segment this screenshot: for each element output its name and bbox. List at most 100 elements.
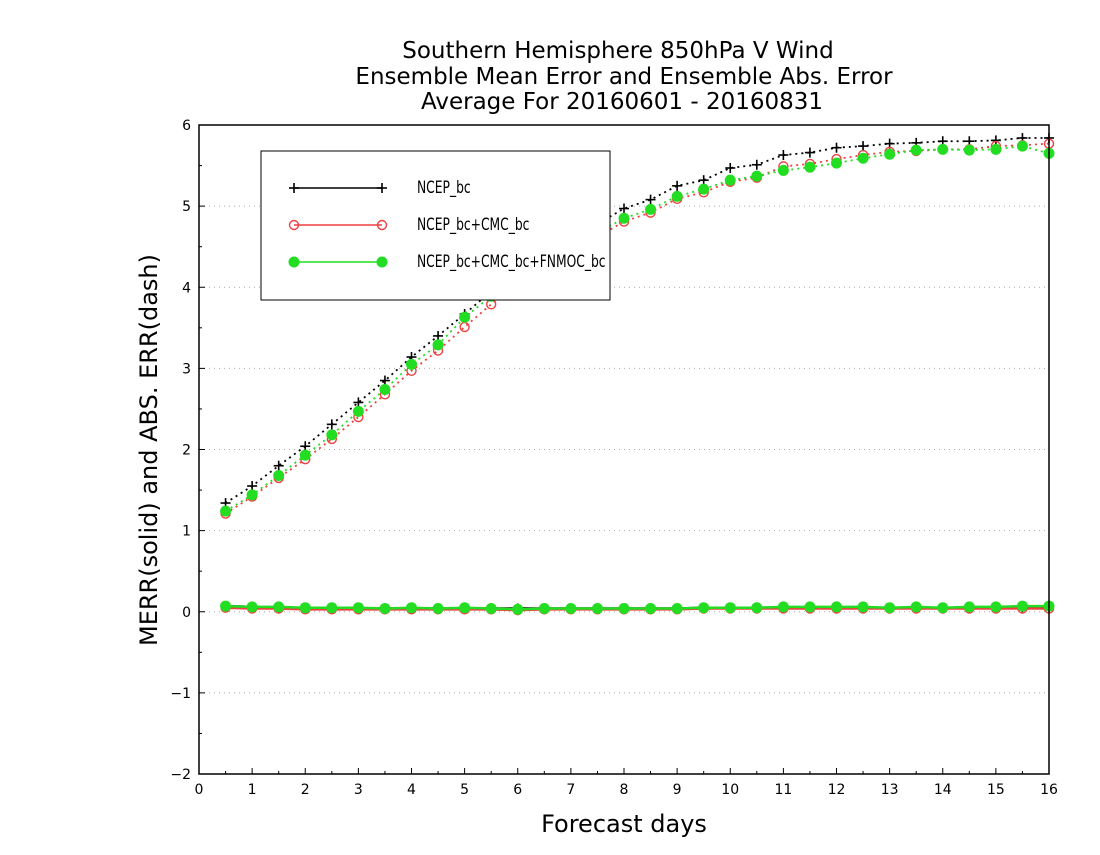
- data-point: [671, 603, 683, 615]
- data-point: [289, 183, 299, 193]
- data-point: [990, 143, 1002, 155]
- data-point: [247, 481, 258, 492]
- data-point: [777, 164, 789, 176]
- data-point: [778, 150, 789, 161]
- data-point: [377, 183, 387, 193]
- legend-label: NCEP_bc: [417, 177, 471, 199]
- data-point: [379, 383, 391, 395]
- data-point: [591, 603, 603, 615]
- y-tick-label: 1: [182, 524, 191, 540]
- x-tick-label: 5: [460, 782, 469, 798]
- x-tick-label: 15: [987, 782, 1005, 798]
- x-tick-label: 4: [407, 782, 416, 798]
- data-point: [884, 148, 896, 160]
- data-point: [220, 600, 232, 612]
- data-point: [433, 330, 444, 341]
- y-tick-label: 6: [182, 118, 191, 134]
- title-line-2: Ensemble Mean Error and Ensemble Abs. Er…: [355, 64, 893, 90]
- data-point: [857, 601, 869, 613]
- data-point: [459, 311, 471, 323]
- data-point: [698, 183, 710, 195]
- x-tick-label: 7: [566, 782, 575, 798]
- data-point: [379, 603, 391, 615]
- data-point: [220, 505, 232, 517]
- data-point: [645, 603, 657, 615]
- x-tick-label: 6: [513, 782, 522, 798]
- y-tick-label: 3: [182, 361, 191, 377]
- x-axis-label: Forecast days: [541, 810, 707, 838]
- abs-error-line: [225, 137, 1049, 504]
- data-point: [698, 175, 709, 186]
- data-point: [1016, 140, 1028, 152]
- data-point: [379, 375, 390, 386]
- data-point: [671, 190, 683, 202]
- data-point: [352, 602, 364, 614]
- x-tick-label: 1: [248, 782, 257, 798]
- data-point: [565, 603, 577, 615]
- data-point: [326, 429, 338, 441]
- data-point: [884, 602, 896, 614]
- data-point: [990, 135, 1001, 146]
- title-line-1: Southern Hemisphere 850hPa V Wind: [402, 38, 833, 64]
- x-tick-label: 16: [1040, 782, 1058, 798]
- y-tick-label: 5: [182, 199, 191, 215]
- data-point: [432, 339, 444, 351]
- data-point: [831, 157, 842, 169]
- data-point: [618, 212, 630, 224]
- data-point: [858, 141, 869, 152]
- legend-item: NCEP_bc+CMC_bc: [288, 214, 529, 236]
- data-point: [698, 602, 710, 614]
- data-point: [963, 144, 975, 156]
- legend-items: NCEP_bc NCEP_bc+CMC_bc NCEP_bc+CMC_bc+FNMO…: [288, 177, 606, 273]
- legend-label: NCEP_bc+CMC_bc: [417, 214, 529, 236]
- data-point: [724, 602, 736, 614]
- data-point: [751, 170, 763, 182]
- data-point: [538, 603, 550, 615]
- data-point: [910, 601, 922, 613]
- data-point: [406, 602, 417, 614]
- data-point: [273, 460, 284, 471]
- data-point: [1016, 600, 1028, 612]
- data-point: [751, 159, 762, 170]
- legend-item: NCEP_bc+CMC_bc+FNMOC_bc: [288, 251, 606, 273]
- data-point: [619, 203, 629, 214]
- data-point: [376, 256, 388, 268]
- legend: NCEP_bc NCEP_bc+CMC_bc NCEP_bc+CMC_bc+FNMO…: [260, 150, 611, 301]
- data-point: [246, 601, 258, 613]
- x-tick-label: 14: [934, 782, 952, 798]
- x-axis: 0 1 2 3 4 5 6 7 8 9 10 11 12 13 14 15 16: [195, 768, 1058, 798]
- data-point: [672, 180, 683, 191]
- data-point: [376, 219, 388, 231]
- data-point: [645, 194, 656, 205]
- y-tick-label: 0: [182, 605, 191, 621]
- data-point: [618, 603, 630, 615]
- data-point: [831, 142, 842, 153]
- data-point: [273, 469, 285, 481]
- data-point: [804, 147, 815, 158]
- data-point: [963, 601, 975, 613]
- data-point: [910, 144, 922, 156]
- y-tick-label: 4: [182, 280, 191, 296]
- data-point: [273, 601, 285, 613]
- x-tick-label: 2: [301, 782, 310, 798]
- y-axis: −2 −1 0 1 2 3 4 5 6: [170, 118, 205, 783]
- data-point: [459, 321, 470, 333]
- x-tick-label: 9: [673, 782, 682, 798]
- data-point: [831, 601, 842, 613]
- y-axis-label: MERR(solid) and ABS. ERR(dash): [135, 254, 163, 646]
- x-tick-label: 13: [881, 782, 899, 798]
- data-point: [288, 256, 300, 268]
- legend-label: NCEP_bc+CMC_bc+FNMOC_bc: [417, 251, 606, 273]
- x-tick-label: 0: [195, 782, 204, 798]
- data-point: [246, 489, 258, 501]
- y-tick-label: −1: [170, 686, 191, 702]
- data-point: [353, 397, 364, 408]
- chart-title: Southern Hemisphere 850hPa V Wind Ensemb…: [355, 38, 893, 115]
- data-point: [990, 601, 1002, 613]
- data-point: [299, 449, 311, 461]
- legend-item: NCEP_bc: [289, 177, 471, 199]
- x-tick-label: 3: [354, 782, 363, 798]
- data-point: [857, 152, 869, 164]
- data-point: [751, 602, 763, 614]
